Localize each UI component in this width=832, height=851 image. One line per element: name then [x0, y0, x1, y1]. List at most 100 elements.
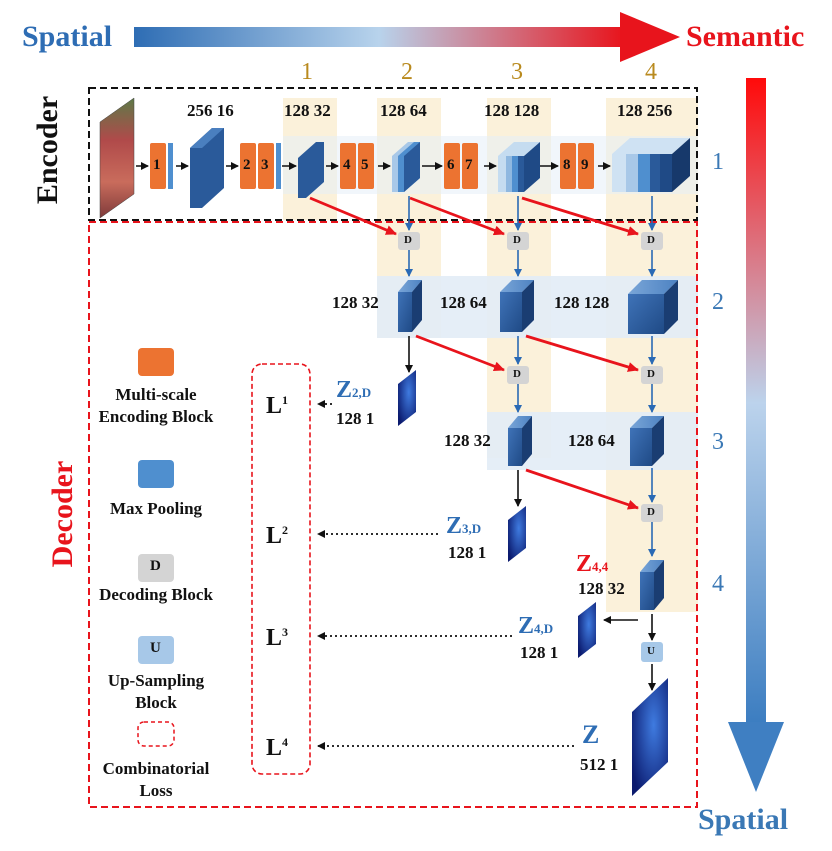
legend-loss-label: Combinatorial Loss — [102, 759, 210, 800]
decoding-letter: D — [647, 368, 655, 380]
density-map-z2d — [398, 370, 416, 426]
upsampling-letter: U — [647, 645, 655, 657]
decoding-blocks — [398, 232, 663, 662]
legend-decoding-swatch — [138, 554, 174, 582]
encoder-block-number: 3 — [261, 157, 269, 173]
encoding-block-2 — [240, 143, 256, 189]
top-right-semantic-label: Semantic — [686, 20, 805, 53]
decoder-map-r3a — [508, 416, 532, 466]
stage-number: 3 — [511, 59, 523, 85]
output-z4d-dim: 128 1 — [520, 643, 559, 662]
encoder-dim: 128 256 — [617, 101, 673, 120]
legend-loss-swatch — [137, 721, 175, 747]
encoding-block-3 — [258, 143, 274, 189]
decoder-map-r4 — [640, 560, 664, 610]
density-maps — [398, 370, 668, 796]
loss-l1: L1 — [266, 393, 289, 419]
decoder-dim: 128 32 — [332, 293, 379, 312]
decoding-letter: D — [513, 368, 521, 380]
decoder-dim: 128 32 — [444, 431, 491, 450]
maxpool-1 — [168, 143, 173, 189]
encoder-dim: 128 128 — [484, 101, 540, 120]
decoder-dim: 128 64 — [440, 293, 487, 312]
encoder-dim: 128 64 — [380, 101, 427, 120]
decoder-vertical-arrows — [405, 196, 656, 557]
legend-decoding-label: Decoding Block — [99, 585, 213, 604]
decoder-feature-maps — [398, 280, 678, 610]
level-number: 1 — [712, 149, 724, 175]
encoding-block-1 — [150, 143, 166, 189]
decoder-box — [88, 221, 698, 808]
output-arrows — [405, 336, 656, 691]
encoder-dim: 128 32 — [284, 101, 331, 120]
decoding-letter: D — [647, 234, 655, 246]
density-map-z3d — [508, 506, 526, 562]
decoding-letter: D — [404, 234, 412, 246]
decoder-map-r2a — [398, 280, 422, 332]
encoding-block-7 — [462, 143, 478, 189]
encoding-block-8 — [560, 143, 576, 189]
encoder-block-number: 4 — [343, 157, 351, 173]
encoding-block-6 — [444, 143, 460, 189]
output-z-dim: 512 1 — [580, 755, 619, 774]
encoder-block-number: 9 — [581, 157, 589, 173]
decoding-block — [507, 232, 529, 250]
legend-upsampling-swatch — [138, 636, 174, 664]
encoder-block-number: 5 — [361, 157, 369, 173]
decoding-block — [398, 232, 420, 250]
encoder-feature-maps — [190, 128, 690, 208]
legend-upsampling-label: Up-Sampling Block — [107, 671, 205, 712]
decoding-block — [641, 366, 663, 384]
decoder-dim: 128 64 — [568, 431, 615, 450]
encoder-block-number: 2 — [243, 157, 251, 173]
level-number: 4 — [712, 571, 724, 597]
maxpool-2 — [276, 143, 281, 189]
decoder-map-r3b — [630, 416, 664, 466]
output-z3d-dim: 128 1 — [448, 543, 487, 562]
encoder-dim: 256 16 — [187, 101, 234, 120]
legend-maxpool-swatch — [138, 460, 174, 488]
loss-l3: L3 — [266, 625, 289, 651]
feature-map-128-32 — [298, 142, 324, 198]
density-map-z — [632, 678, 668, 796]
bottom-spatial-label: Spatial — [698, 803, 789, 836]
stage-number: 4 — [645, 59, 657, 85]
decoder-dim: 128 128 — [554, 293, 610, 312]
input-crowd-image — [99, 97, 135, 219]
decoding-block — [641, 232, 663, 250]
top-left-spatial-label: Spatial — [22, 20, 113, 53]
loss-l4: L4 — [266, 735, 289, 761]
spatial-to-semantic-arrow — [134, 12, 680, 62]
stage-number: 1 — [301, 59, 313, 85]
legend-decoding-letter: D — [150, 558, 161, 574]
decoding-letter: D — [513, 234, 521, 246]
legend-encoding-swatch — [138, 348, 174, 376]
decoding-block — [507, 366, 529, 384]
level-number: 2 — [712, 289, 724, 315]
loss-box — [251, 363, 311, 775]
semantic-to-spatial-arrow — [728, 78, 784, 792]
feature-map-128-128 — [498, 142, 540, 192]
encoding-block-9 — [578, 143, 594, 189]
output-z4d: Z4,D — [518, 613, 554, 639]
decoder-map-r2c — [628, 280, 678, 334]
decoder-map-r2b — [500, 280, 534, 332]
output-z: Z — [582, 720, 600, 749]
legend-swatches — [137, 348, 175, 747]
loss-arrows — [317, 400, 574, 750]
encoder-label: Encoder — [31, 95, 64, 205]
encoder-block-number: 8 — [563, 157, 571, 173]
density-map-z4d — [578, 602, 596, 658]
encoding-block-5 — [358, 143, 374, 189]
upsampling-block — [641, 642, 663, 662]
skip-connection-arrows — [309, 196, 639, 510]
decoding-block — [641, 504, 663, 522]
level-number: 3 — [712, 429, 724, 455]
encoder-block-number: 6 — [447, 157, 455, 173]
decoder-label: Decoder — [46, 460, 79, 568]
feature-map-128-256 — [612, 138, 690, 192]
output-z2d: Z2,D — [336, 377, 372, 403]
legend-upsampling-letter: U — [150, 640, 161, 656]
output-z44: Z4,4 — [576, 551, 609, 577]
loss-l2: L2 — [266, 523, 289, 549]
